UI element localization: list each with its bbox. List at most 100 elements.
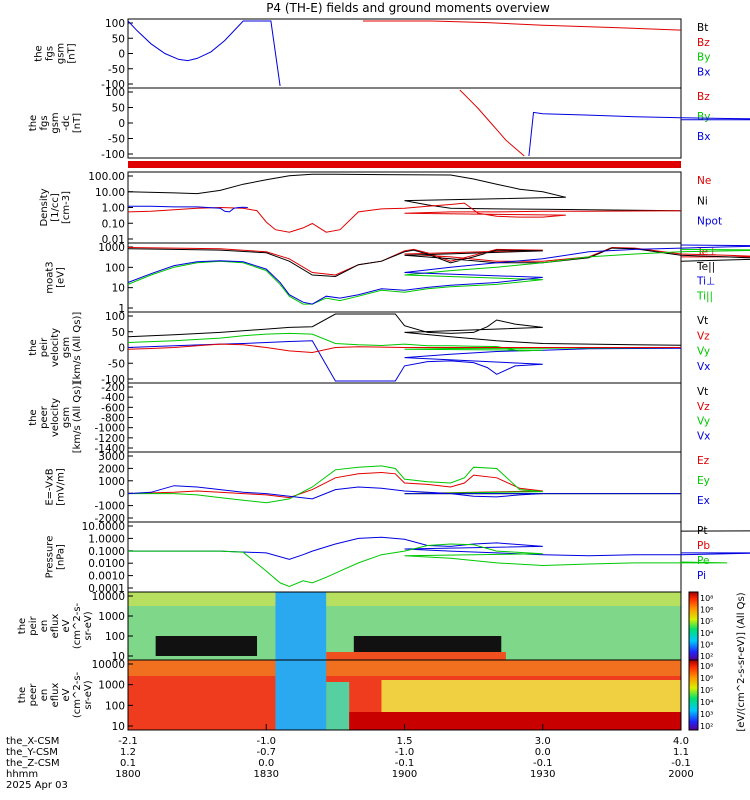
y-tick-label: 0.1000 <box>88 546 125 558</box>
colorbar-label: [eV/(cm^2-s-sr-eV)] (All Qs) <box>736 592 747 731</box>
legend-Vy: Vy <box>697 346 710 358</box>
date-label: 2025 Apr 03 <box>6 780 68 791</box>
y-axis-label-line: fgs <box>39 115 50 130</box>
panel-group: 100500-50-100thefgsgsm[nT]BtBzByBx100500… <box>17 18 750 733</box>
legend-Vz: Vz <box>697 330 710 342</box>
legend-Ti||: Ti|| <box>696 290 713 302</box>
y-tick-label: -50 <box>108 358 125 370</box>
colorbar: 10⁸ 10⁶ 10⁵ 10⁴ 10³ 10² <box>688 659 713 731</box>
y-tick-label: -1000 <box>94 501 125 513</box>
spectrogram-high-energy <box>128 660 681 676</box>
y-tick-label: 100 <box>105 700 125 712</box>
y-tick-label: 1000 <box>98 611 125 623</box>
series-peir-vel-Vz <box>127 343 681 354</box>
y-tick-label: -200 <box>101 382 125 394</box>
y-tick-label: 100 <box>105 311 125 323</box>
spectrogram-peer-flux <box>128 660 681 730</box>
y-axis-label-line: E=-VxB <box>45 468 56 505</box>
y-tick-label: 0.10 <box>102 218 125 230</box>
y-tick-label: 1 <box>118 303 125 315</box>
y-tick-label: 100.00 <box>88 171 125 183</box>
y-tick-label: 1.0000 <box>88 533 125 545</box>
y-tick-label: -50 <box>108 134 125 146</box>
x-tick-label: 1.5 <box>397 736 413 747</box>
x-tick-label: 0.0 <box>258 758 274 769</box>
y-axis-label-line: eV <box>61 619 72 632</box>
series-pressure-Pe <box>128 543 728 588</box>
y-axis-label-line: [km/s (All Qs)] <box>72 312 83 384</box>
y-axis-label: thepeerenefluxeV(cm^2-s-sr-eV) <box>17 671 94 718</box>
spectrogram-low-dark <box>353 636 502 656</box>
y-tick-label: 10000 <box>92 591 125 603</box>
y-axis-label-line: [1/cc] <box>50 193 61 222</box>
x-tick-label: -1.0 <box>395 747 415 758</box>
colorbar-tick: 10⁴ <box>700 629 713 638</box>
y-tick-label: -50 <box>108 64 125 76</box>
x-tick-label: -0.7 <box>256 747 276 758</box>
y-axis-label: thefgsgsm-dc[nT] <box>28 112 83 133</box>
y-axis-label-line: gsm <box>61 407 72 428</box>
y-axis-label-line: peer <box>39 405 50 429</box>
legend-Ez: Ez <box>697 455 710 467</box>
legend-Bx: Bx <box>697 66 710 78</box>
y-tick-label: 10 <box>112 283 125 295</box>
legend-Bx: Bx <box>697 131 710 143</box>
plot-title: P4 (TH-E) fields and ground moments over… <box>266 1 550 15</box>
x-row-label: hhmm <box>6 769 38 780</box>
y-axis-label-line: peir <box>39 337 50 357</box>
legend-Vt: Vt <box>697 315 708 327</box>
x-tick-label: 1830 <box>254 769 279 780</box>
y-axis-label-line: sr-eV) <box>83 680 94 709</box>
x-tick-label: 0.0 <box>535 747 551 758</box>
colorbar-swatch <box>688 659 699 731</box>
y-tick-label: -1400 <box>94 443 125 455</box>
legend-Npot: Npot <box>697 216 722 228</box>
panel-fgs: 100 50 0 -50 -100 thefgsgsm[nT] Bt Bz By Bx <box>34 18 711 91</box>
y-tick-label: -1000 <box>94 423 125 435</box>
x-tick-label: -0.1 <box>395 758 415 769</box>
y-axis-label-line: the <box>17 687 28 703</box>
x-tick-label: 1.2 <box>120 747 136 758</box>
y-tick-label: 50 <box>112 327 125 339</box>
y-tick-label: 0 <box>118 343 125 355</box>
legend-Vx: Vx <box>697 430 710 442</box>
y-tick-label: 0.0010 <box>88 571 125 583</box>
y-tick-label: 50 <box>112 103 125 115</box>
colorbar-tick: 10⁴ <box>700 698 713 707</box>
y-tick-label: -1200 <box>94 433 125 445</box>
colorbar-tick: 10⁵ <box>700 617 713 626</box>
y-tick-label: -100 <box>101 79 125 91</box>
panel-peir-flux: 10000 1000 100 10 thepeirenefluxeV(cm^2-s-sr… <box>17 591 682 663</box>
y-axis-label-line: [eV] <box>56 267 67 288</box>
y-axis-label: Density[1/cc][cm-3] <box>39 188 72 226</box>
colorbar-tick: 10⁶ <box>700 606 713 615</box>
y-axis-label-line: (cm^2-s- <box>72 602 83 649</box>
y-axis-label-line: -dc <box>61 115 72 130</box>
y-axis-label-line: velocity <box>50 328 61 367</box>
y-tick-label: 10.0000 <box>82 521 125 533</box>
legend-Bz: Bz <box>697 37 710 49</box>
x-row-label: the_Z-CSM <box>6 758 60 769</box>
panel-frame <box>127 382 682 453</box>
y-axis-label-line: gsm <box>61 337 72 358</box>
x-tick-label: 1.1 <box>673 747 689 758</box>
colorbar: 10⁸ 10⁶ 10⁵ 10⁴ 10³ 10² <box>688 591 713 661</box>
spectrogram-high-energy <box>128 592 681 606</box>
separator-band <box>128 161 681 168</box>
panel-peer-flux: 10000 1000 100 10 thepeerenefluxeV(cm^2-s-sr… <box>17 659 682 733</box>
y-axis-label-line: the <box>17 618 28 634</box>
y-tick-label: 0 <box>118 118 125 130</box>
y-tick-label: 10 <box>112 721 125 733</box>
y-tick-label: 1000 <box>98 680 125 692</box>
y-tick-label: -2000 <box>94 513 125 525</box>
spectrogram-peir-flux <box>128 592 681 660</box>
series-temp-Ti|| <box>127 248 750 305</box>
x-tick-label: 4.0 <box>673 736 689 747</box>
spectrogram-mid <box>381 680 681 712</box>
y-tick-label: 100 <box>105 262 125 274</box>
legend-Vy: Vy <box>697 416 710 428</box>
legend-Ti⊥: Ti⊥ <box>696 276 715 288</box>
legend-Vt: Vt <box>697 386 708 398</box>
legend-Bt: Bt <box>697 22 708 34</box>
panel-peer-vel: -200-400-600-800-1000-1200-1400 thepeerve… <box>28 382 710 455</box>
